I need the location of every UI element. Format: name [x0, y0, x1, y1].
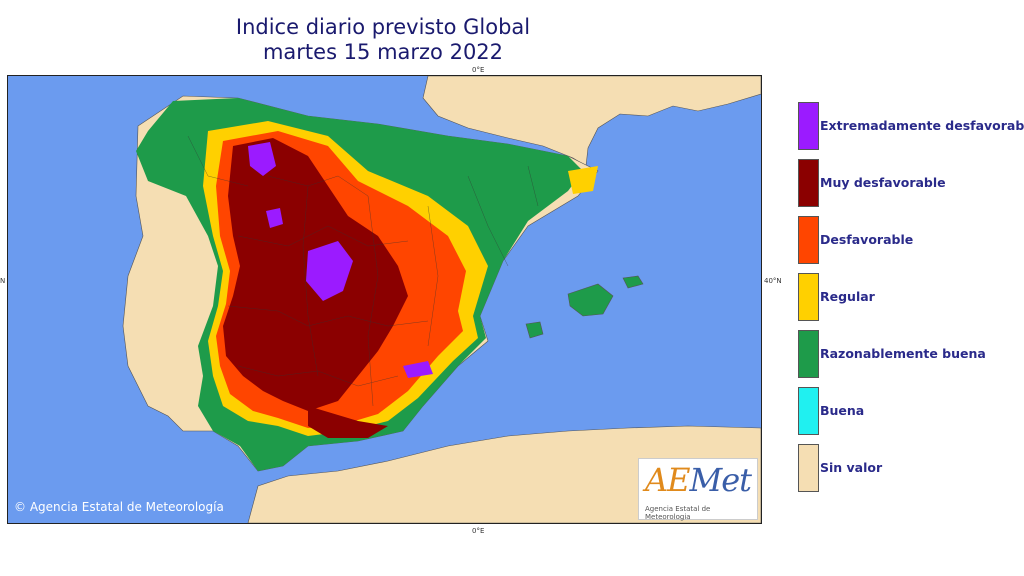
right-latitude-label: 40°N — [764, 277, 782, 285]
copyright-credit: © Agencia Estatal de Meteorología — [14, 500, 224, 514]
legend-label: Sin valor — [820, 460, 883, 475]
legend-swatch — [798, 216, 819, 264]
legend-swatch — [798, 387, 819, 435]
legend-label: Razonablemente buena — [820, 346, 986, 361]
logo-subtitle: Agencia Estatal de Meteorologia — [645, 505, 711, 521]
legend-item: Extremadamente desfavorable — [798, 102, 1024, 150]
legend-label: Buena — [820, 403, 865, 418]
legend-swatch — [798, 444, 819, 492]
map-canvas — [8, 76, 761, 523]
aemet-logo: AEMet Agencia Estatal de Meteorologia — [638, 458, 758, 521]
zone-extremadamente-desfavorable-west — [266, 208, 283, 228]
map-title: Indice diario previsto Global — [235, 15, 531, 39]
legend-label: Extremadamente desfavorable — [820, 118, 1024, 133]
zone-extremadamente-desfavorable-north — [248, 142, 276, 176]
balearic-ibiza — [525, 321, 544, 339]
legend-item: Regular — [798, 273, 1020, 321]
legend-item: Desfavorable — [798, 216, 1020, 264]
logo-brand-a: AE — [645, 461, 690, 499]
credit-text: Agencia Estatal de Meteorología — [29, 500, 224, 514]
logo-brand-b: Met — [689, 461, 752, 499]
zone-muy-desfavorable-south — [308, 406, 388, 438]
forecast-map — [7, 75, 762, 524]
legend-label: Muy desfavorable — [820, 175, 946, 190]
legend-swatch — [798, 159, 819, 207]
legend-swatch — [798, 330, 819, 378]
legend-label: Desfavorable — [820, 232, 914, 247]
zone-regular-east — [568, 166, 598, 194]
legend-item: Muy desfavorable — [798, 159, 1020, 207]
province-borders — [187, 135, 539, 407]
legend-label: Regular — [820, 289, 875, 304]
zone-extremadamente-desfavorable-south — [403, 361, 433, 378]
balearic-menorca — [622, 275, 644, 289]
balearic-mallorca — [567, 283, 614, 317]
zone-extremadamente-desfavorable-center — [306, 241, 353, 301]
legend-item: Buena — [798, 387, 1020, 435]
bottom-longitude-label: 0°E — [472, 527, 485, 535]
logo-brand: AEMet — [645, 461, 752, 499]
top-longitude-label: 0°E — [472, 66, 485, 74]
legend-swatch — [798, 102, 819, 150]
africa-land — [247, 425, 761, 523]
left-latitude-label: N — [0, 277, 6, 285]
legend-swatch — [798, 273, 819, 321]
legend-item: Razonablemente buena — [798, 330, 1020, 378]
legend-item: Sin valor — [798, 444, 1020, 492]
france-land — [422, 76, 761, 167]
map-date: martes 15 marzo 2022 — [262, 40, 504, 64]
